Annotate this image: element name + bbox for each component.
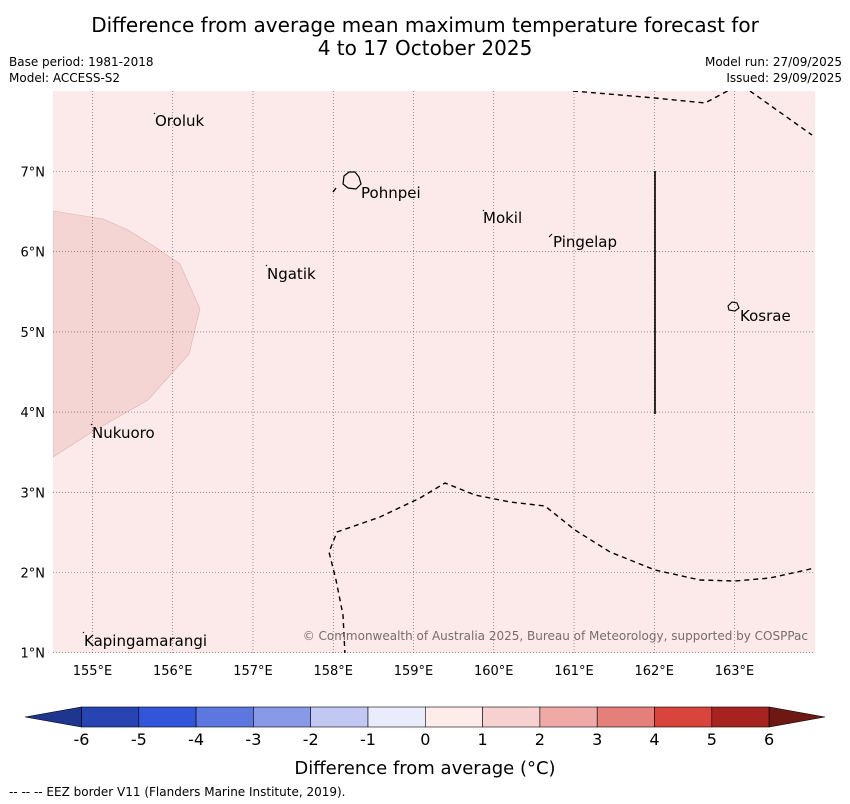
kosrae-island-outline [727, 301, 740, 312]
colorbar-tick: -1 [360, 730, 376, 749]
map-background [53, 91, 815, 653]
copyright-text: © Commonwealth of Australia 2025, Bureau… [303, 629, 808, 643]
place-label-kosrae: Kosrae [740, 307, 791, 325]
colorbar-bin [310, 706, 369, 728]
lon-label: 157°E [233, 664, 273, 679]
pohnpei-island-outline [342, 171, 362, 190]
model-name: Model: ACCESS-S2 [9, 71, 121, 85]
colorbar [24, 706, 826, 728]
colorbar-tick-labels: -6 -5 -4 -3 -2 -1 0 1 2 3 4 5 6 [74, 730, 775, 749]
lat-label: 3°N [21, 486, 46, 501]
lat-label: 5°N [21, 326, 46, 341]
lon-label: 158°E [313, 664, 353, 679]
meta-right: Model run: 27/09/2025 Issued: 29/09/2025 [705, 54, 842, 86]
colorbar-tick: 4 [649, 730, 659, 749]
place-label-kapingamarangi: Kapingamarangi [84, 632, 207, 650]
lat-label: 1°N [21, 647, 46, 662]
colorbar-bin [138, 706, 197, 728]
colorbar-tick: -3 [245, 730, 261, 749]
place-label-ngatik: Ngatik [267, 265, 316, 283]
model-run: Model run: 27/09/2025 [704, 55, 842, 69]
lon-label: 161°E [554, 664, 594, 679]
eez-border-north [572, 91, 729, 104]
latitude-labels: 7°N 6°N 5°N 4°N 3°N 2°N 1°N [21, 166, 46, 662]
colorbar-label: Difference from average (°C) [294, 758, 555, 779]
colorbar-bin [596, 706, 655, 728]
footer-note: -- -- -- EEZ border V11 (Flanders Marine… [9, 785, 346, 799]
title-line-1: Difference from average mean maximum tem… [91, 13, 759, 37]
longitude-labels: 155°E 156°E 157°E 158°E 159°E 160°E 161°E 162°E… [73, 664, 755, 679]
colorbar-tick: 2 [535, 730, 545, 749]
lon-label: 163°E [715, 664, 755, 679]
colorbar-tick: -2 [303, 730, 319, 749]
colorbar-bin [195, 706, 254, 728]
colorbar-tick: 0 [420, 730, 430, 749]
colorbar-bin [539, 706, 598, 728]
lon-label: 159°E [394, 664, 434, 679]
colorbar-bin [482, 706, 541, 728]
lat-label: 6°N [21, 246, 46, 261]
colorbar-tick: 6 [764, 730, 774, 749]
place-label-oroluk: Oroluk [155, 112, 204, 130]
eez-borders [328, 91, 815, 653]
lon-label: 160°E [474, 664, 514, 679]
lat-label: 4°N [21, 406, 46, 421]
lon-label: 155°E [73, 664, 113, 679]
colorbar-bin [424, 706, 483, 728]
colorbar-extend-low [24, 706, 82, 728]
colorbar-tick: 1 [478, 730, 488, 749]
title-line-2: 4 to 17 October 2025 [317, 36, 533, 60]
place-labels: Oroluk Pohnpei Mokil Pingelap Ngatik Kos… [84, 112, 791, 650]
colorbar-tick: -4 [188, 730, 204, 749]
colorbar-tick: -5 [131, 730, 147, 749]
issued-date: Issued: 29/09/2025 [726, 71, 842, 85]
map-title: Difference from average mean maximum tem… [0, 14, 850, 60]
meta-left: Base period: 1981-2018 Model: ACCESS-S2 [9, 54, 154, 86]
colorbar-bin [367, 706, 426, 728]
place-label-pingelap: Pingelap [553, 233, 617, 251]
colorbar-bin [253, 706, 311, 728]
island-dots [82, 112, 553, 634]
lat-label: 2°N [21, 567, 46, 582]
place-label-pohnpei: Pohnpei [361, 184, 421, 202]
eez-border-south [328, 482, 815, 653]
colorbar-extend-high [768, 706, 826, 728]
colorbar-bin [81, 706, 140, 728]
eez-border-northeast [749, 91, 813, 136]
colorbar-bin [711, 706, 770, 728]
place-label-nukuoro: Nukuoro [92, 424, 155, 442]
eez-border-pohnpei-stub [332, 187, 337, 193]
colorbar-tick: 3 [592, 730, 602, 749]
colorbar-bin [654, 706, 713, 728]
lon-label: 162°E [634, 664, 674, 679]
colorbar-tick: -6 [74, 730, 90, 749]
anomaly-region-1-to-2 [53, 210, 201, 458]
lon-label: 156°E [153, 664, 193, 679]
place-label-mokil: Mokil [483, 209, 522, 227]
colorbar-tick: 5 [707, 730, 717, 749]
lat-label: 7°N [21, 166, 46, 181]
base-period: Base period: 1981-2018 [9, 55, 154, 69]
